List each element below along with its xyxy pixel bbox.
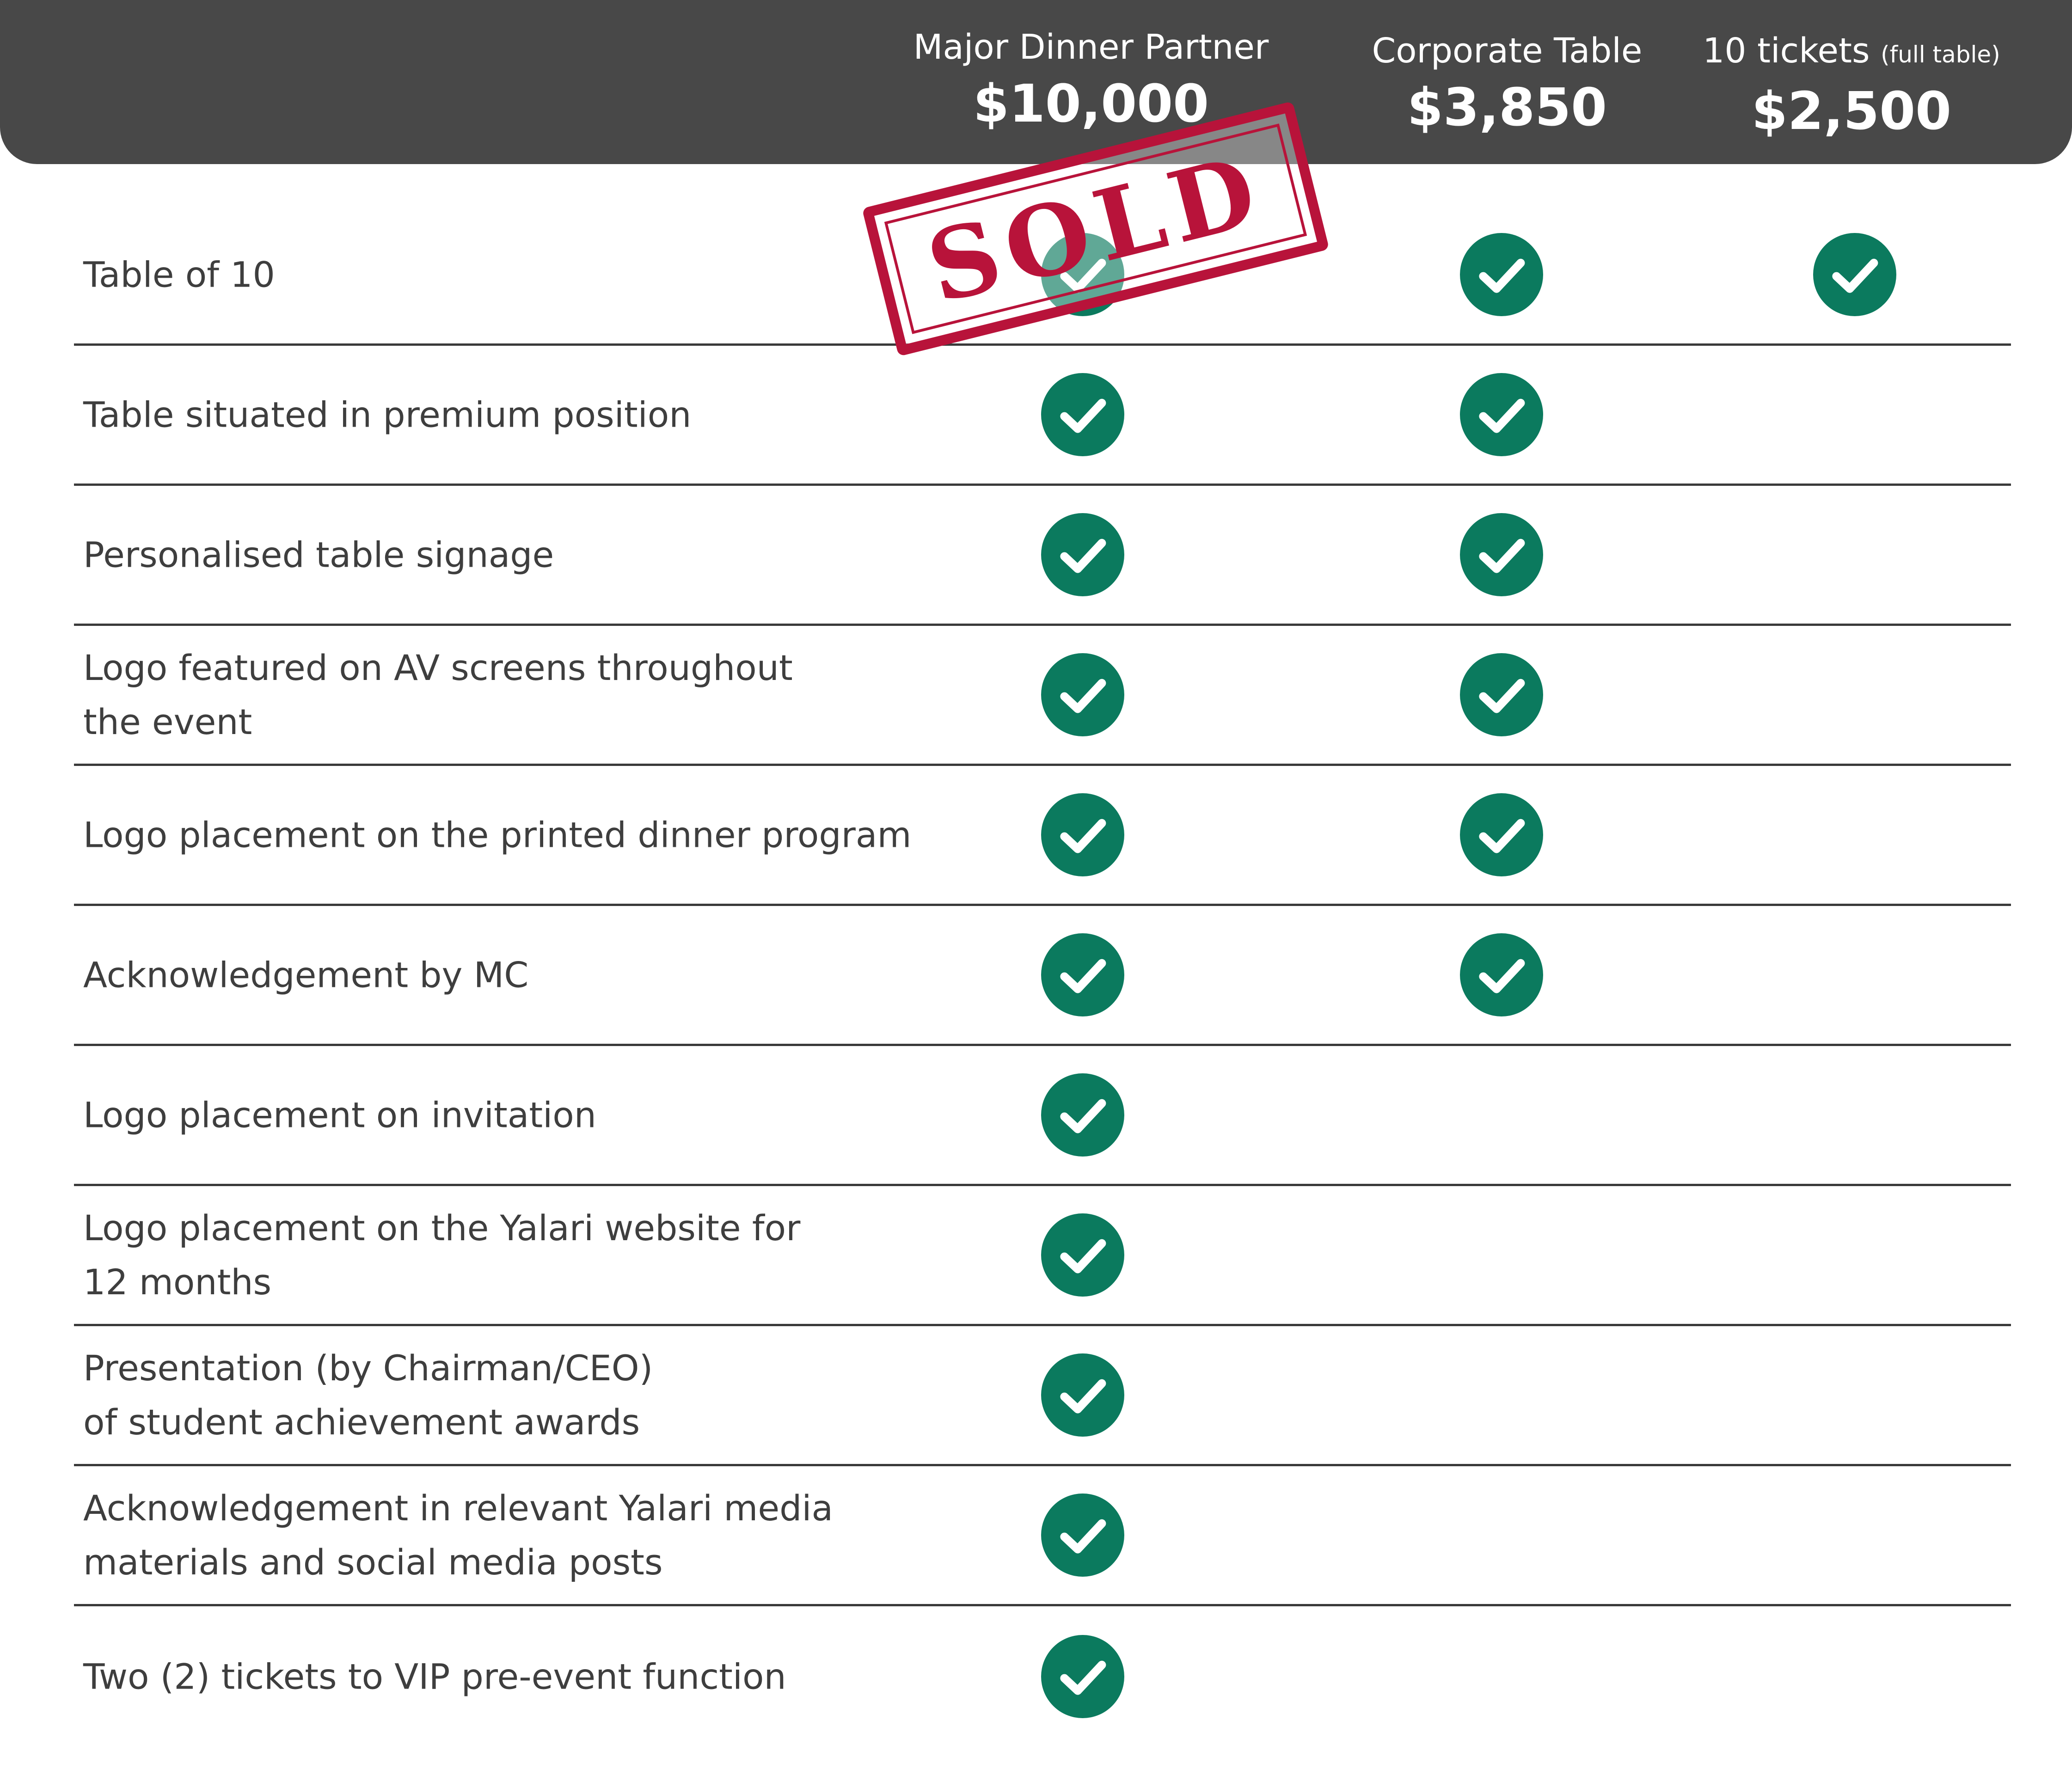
benefit-label: Acknowledgement in relevant Yalari media… (83, 1487, 834, 1583)
column-price: $2,500 (1751, 81, 1952, 141)
table-row: Logo placement on the Yalari website for… (74, 1186, 2011, 1326)
benefit-label: Logo placement on invitation (83, 1094, 596, 1136)
table-row: Table of 10 (74, 206, 2011, 346)
column-name: Corporate Table (1372, 31, 1643, 71)
check-circle-icon (1041, 653, 1124, 736)
column-header-corporate-table: Corporate Table $3,850 (1341, 28, 1674, 138)
benefit-label: Presentation (by Chairman/CEO) of studen… (83, 1347, 653, 1443)
check-circle-icon (1041, 933, 1124, 1016)
column-name: Major Dinner Partner (913, 27, 1269, 67)
pricing-header: Major Dinner Partner $10,000 Corporate T… (0, 0, 2072, 164)
check-circle-icon (1460, 793, 1543, 876)
benefit-label: Table situated in premium position (83, 394, 692, 435)
check-circle-icon (1041, 1073, 1124, 1157)
check-circle-icon (1460, 373, 1543, 456)
column-name: 10 tickets (1703, 31, 1870, 71)
table-row: Presentation (by Chairman/CEO) of studen… (74, 1326, 2011, 1466)
benefit-label: Logo placement on the printed dinner pro… (83, 814, 912, 856)
column-price: $3,850 (1407, 78, 1607, 138)
benefit-label: Acknowledgement by MC (83, 954, 529, 996)
check-circle-icon (1041, 1634, 1124, 1718)
benefit-label: Two (2) tickets to VIP pre-event functio… (83, 1656, 786, 1697)
check-circle-icon (1041, 1353, 1124, 1437)
benefit-label: Table of 10 (83, 254, 275, 295)
table-row: Acknowledgement in relevant Yalari media… (74, 1466, 2011, 1606)
table-row: Acknowledgement by MC (74, 906, 2011, 1046)
table-row: Two (2) tickets to VIP pre-event functio… (74, 1606, 2011, 1746)
benefit-label: Personalised table signage (83, 534, 554, 575)
column-header-major-dinner-partner: Major Dinner Partner $10,000 (906, 24, 1276, 134)
table-row: Personalised table signage (74, 486, 2011, 626)
column-name-sub: (full table) (1881, 41, 2000, 68)
table-row: Table situated in premium position (74, 346, 2011, 486)
table-row: Logo placement on invitation (74, 1046, 2011, 1186)
check-circle-icon (1041, 373, 1124, 456)
table-row: Logo featured on AV screens throughout t… (74, 626, 2011, 766)
column-name-wrap: 10 tickets (full table) (1692, 28, 2011, 78)
column-price: $10,000 (973, 74, 1209, 134)
benefits-table: Table of 10 Table situated in premium pos… (74, 206, 2011, 1746)
check-circle-icon (1041, 1494, 1124, 1577)
check-circle-icon (1041, 793, 1124, 876)
table-row: Logo placement on the printed dinner pro… (74, 766, 2011, 906)
check-circle-icon (1460, 233, 1543, 316)
check-circle-icon (1041, 513, 1124, 596)
column-header-10-tickets: 10 tickets (full table) $2,500 (1692, 28, 2011, 141)
check-circle-icon (1813, 233, 1896, 316)
benefit-label: Logo placement on the Yalari website for… (83, 1207, 801, 1303)
check-circle-icon (1041, 233, 1124, 316)
check-circle-icon (1460, 933, 1543, 1016)
check-circle-icon (1460, 513, 1543, 596)
check-circle-icon (1041, 1213, 1124, 1297)
benefit-label: Logo featured on AV screens throughout t… (83, 647, 793, 742)
check-circle-icon (1460, 653, 1543, 736)
